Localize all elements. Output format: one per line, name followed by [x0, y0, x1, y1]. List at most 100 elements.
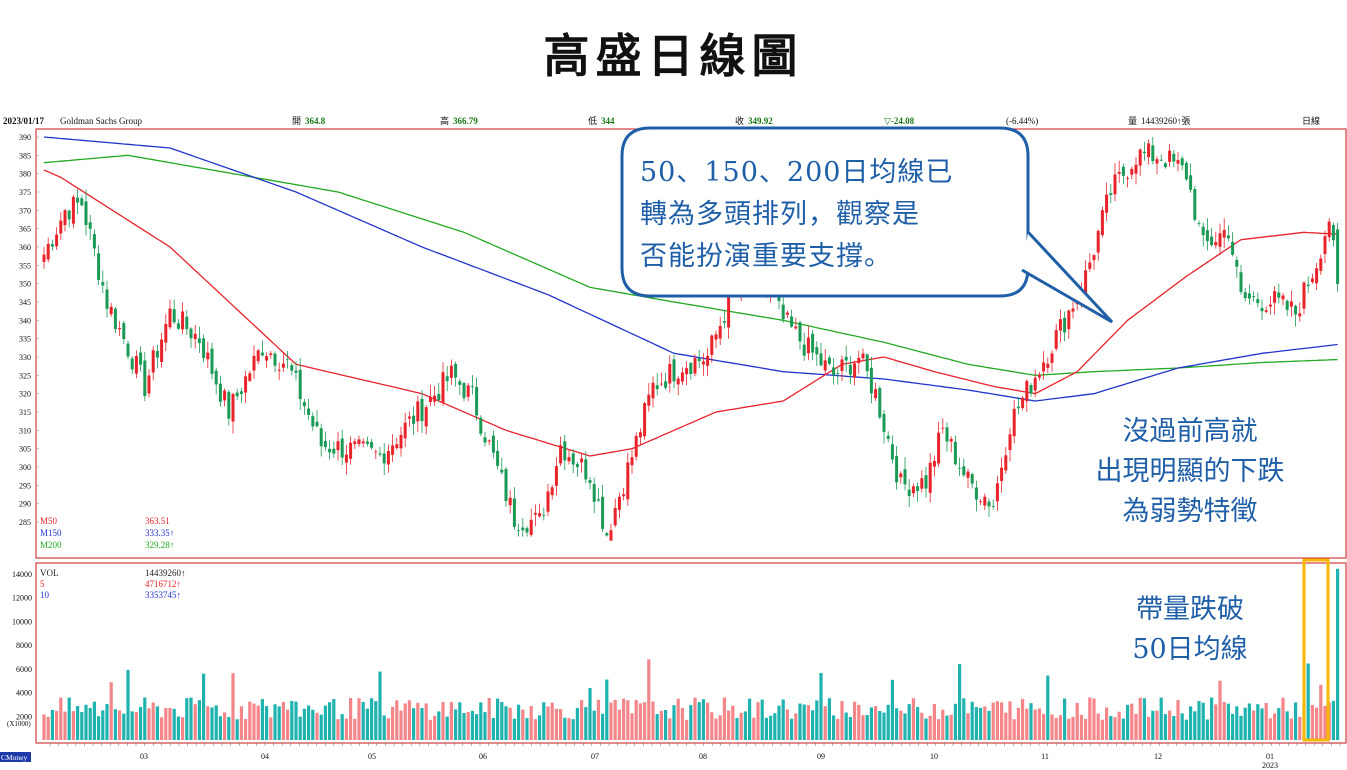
volume-bar	[1092, 698, 1096, 740]
volume-bar	[533, 719, 537, 740]
legend-m150-name: M150	[40, 528, 62, 538]
candle-body	[626, 462, 630, 500]
candle-body	[806, 337, 810, 354]
vol-tick-label: 14000	[12, 570, 32, 579]
volume-bar	[458, 702, 462, 740]
volume-bar	[605, 679, 609, 740]
vol-tick-label: 8000	[16, 641, 32, 650]
annotation-weak-line-3: 為弱勢特徵	[1122, 496, 1258, 527]
volume-bar	[67, 697, 71, 740]
candle-body	[941, 427, 945, 429]
candle-body	[1201, 226, 1205, 236]
volume-bar	[613, 699, 617, 740]
callout-line-1: 50、150、200日均線已	[640, 157, 954, 188]
candle-body	[172, 309, 176, 323]
volume-bar	[735, 718, 739, 740]
volume-bar	[130, 711, 134, 740]
candle-body	[1025, 380, 1029, 402]
watermark-badge	[0, 752, 31, 762]
header-date: 2023/01/17	[3, 116, 45, 126]
volume-bar	[1256, 704, 1260, 740]
candle-body	[953, 441, 957, 465]
candle-body	[235, 392, 239, 397]
volume-bar	[1105, 707, 1109, 740]
candle-body	[164, 323, 168, 343]
candle-body	[638, 432, 642, 438]
candle-body	[1243, 292, 1247, 299]
candle-body	[895, 456, 899, 483]
candle-body	[428, 396, 432, 402]
candle-body	[1268, 304, 1272, 307]
volume-bar	[1088, 697, 1092, 740]
candle-body	[542, 514, 546, 516]
candle-body	[59, 220, 63, 234]
candle-body	[1331, 224, 1335, 241]
candle-body	[189, 328, 193, 339]
volume-bar	[437, 711, 441, 740]
candle-body	[890, 444, 894, 460]
volume-bar	[647, 659, 651, 740]
x-year-label: 2023	[1262, 761, 1278, 770]
candle-body	[1130, 168, 1134, 175]
candle-body	[554, 466, 558, 486]
volume-bar	[924, 718, 928, 740]
volume-bar	[991, 702, 995, 740]
volume-bar	[496, 698, 500, 740]
legend-vol-value: 14439260↑	[145, 568, 186, 578]
candle-body	[668, 363, 672, 384]
candle-body	[223, 390, 227, 401]
volume-bar	[764, 717, 768, 740]
volume-bar	[932, 704, 936, 740]
callout-text: 50、150、200日均線已 轉為多頭排列，觀察是 否能扮演重要支撐。	[640, 152, 1000, 278]
annotation-weak-line-1: 沒過前高就	[1122, 416, 1258, 447]
volume-bar	[1277, 708, 1281, 740]
candle-body	[332, 448, 336, 454]
volume-bar	[529, 705, 533, 740]
candle-body	[298, 369, 302, 400]
vol-tick-label: 6000	[16, 665, 32, 674]
candle-body	[718, 326, 722, 339]
candle-body	[995, 483, 999, 502]
volume-bar	[580, 700, 584, 740]
candle-body	[269, 353, 273, 355]
volume-bar	[273, 704, 277, 740]
candle-body	[676, 378, 680, 385]
volume-bar	[710, 712, 714, 740]
legend-vol5-name: 5	[40, 579, 45, 589]
volume-bar	[185, 698, 189, 740]
volume-bar	[886, 704, 890, 740]
candle-body	[218, 383, 222, 402]
volume-bar	[512, 718, 516, 740]
legend-m150-value: 333.35↑	[145, 528, 174, 538]
candle-body	[865, 354, 869, 372]
volume-bar	[693, 697, 697, 740]
volume-bar	[294, 701, 298, 740]
volume-bar	[370, 698, 374, 740]
candle-body	[1306, 284, 1310, 287]
candle-body	[244, 376, 248, 393]
candle-body	[1050, 353, 1054, 363]
volume-bar	[1201, 702, 1205, 740]
volume-bar	[1184, 719, 1188, 740]
candle-body	[811, 333, 815, 353]
volume-bar	[134, 712, 138, 740]
volume-bar	[470, 710, 474, 740]
volume-bar	[441, 702, 445, 740]
volume-bar	[88, 708, 92, 740]
candle-body	[1222, 229, 1226, 238]
candle-body	[1218, 233, 1222, 247]
candle-body	[1184, 162, 1188, 180]
candle-body	[559, 445, 563, 464]
candle-body	[483, 437, 487, 443]
candle-body	[340, 438, 344, 458]
volume-bar	[176, 716, 180, 740]
volume-bar	[147, 708, 151, 740]
candle-body	[529, 519, 533, 535]
volume-bar	[59, 697, 63, 740]
candle-body	[441, 372, 445, 404]
header-volume: 14439260↑張	[1141, 116, 1191, 126]
candle-body	[1033, 377, 1037, 391]
volume-bar	[248, 701, 252, 740]
volume-bar	[1298, 716, 1302, 740]
